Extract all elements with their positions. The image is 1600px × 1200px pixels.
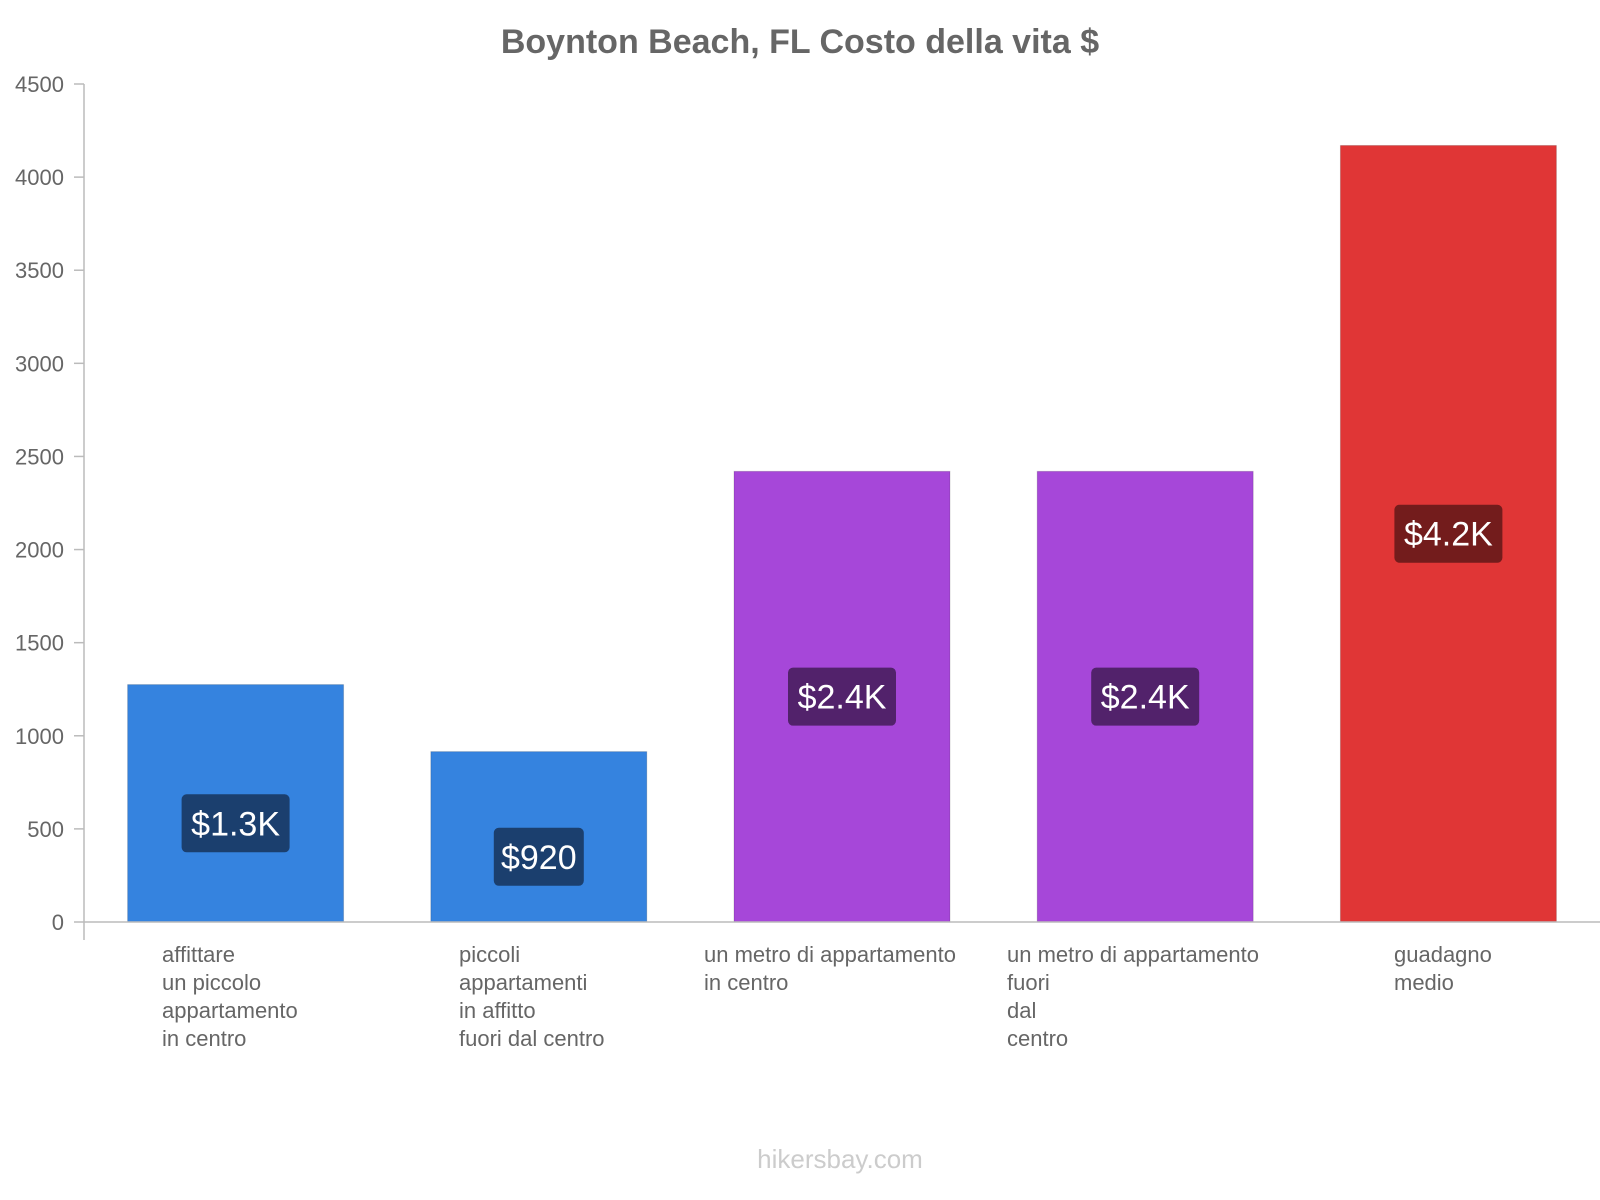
value-label-box	[493, 827, 584, 886]
x-category-line: in centro	[704, 970, 788, 995]
x-category-line: un metro di appartamento	[704, 942, 956, 967]
y-tick-label: 500	[27, 817, 64, 842]
y-tick-label: 1000	[15, 724, 64, 749]
x-category-line: medio	[1394, 970, 1454, 995]
y-tick-label: 2500	[15, 444, 64, 469]
y-tick-label: 2000	[15, 538, 64, 563]
value-label: $2.4K	[1091, 667, 1200, 726]
x-category-label: piccoli appartamenti in affitto fuori dal c…	[459, 942, 605, 1051]
value-label-text: $2.4K	[798, 679, 887, 717]
watermark-text: hikersbay.com	[757, 1144, 923, 1174]
value-label: $2.4K	[788, 667, 896, 726]
x-category-line: appartamento	[162, 998, 298, 1023]
y-tick-label: 4000	[15, 165, 64, 190]
x-category-line: centro	[1007, 1026, 1068, 1051]
x-category-line: appartamenti	[459, 970, 587, 995]
x-category-line: piccoli	[459, 942, 520, 967]
y-tick-label: 3000	[15, 351, 64, 376]
x-category-line: guadagno	[1394, 942, 1492, 967]
value-label-text: $1.3K	[191, 805, 280, 843]
value-label: $920	[493, 827, 584, 886]
x-category-line: un piccolo	[162, 970, 261, 995]
y-axis: 0 500 1000 1500 2000 2500 3000 3500 4000 4500	[15, 72, 85, 940]
y-tick-label: 0	[52, 910, 64, 935]
x-category-line: affittare	[162, 942, 235, 967]
value-label: $4.2K	[1394, 504, 1503, 563]
y-tick-label: 1500	[15, 631, 64, 656]
value-label-box	[1091, 667, 1200, 726]
value-label-text: $4.2K	[1404, 516, 1493, 554]
x-category-line: un metro di appartamento	[1007, 942, 1259, 967]
value-label: $1.3K	[181, 794, 290, 853]
x-category-label: un metro di appartamento in centro	[704, 942, 956, 995]
x-category-label: affittare un piccolo appartamento in centro	[162, 942, 298, 1051]
x-category-line: dal	[1007, 998, 1036, 1023]
x-category-label: guadagno medio	[1394, 942, 1492, 995]
x-category-line: in affitto	[459, 998, 536, 1023]
value-label-text: $920	[501, 839, 577, 877]
x-category-line: in centro	[162, 1026, 246, 1051]
x-category-line: fuori	[1007, 970, 1050, 995]
value-label-box	[788, 667, 896, 726]
bars-group: $1.3K $920 $2.4K $2.4K $4.2K	[127, 144, 1557, 923]
value-label-box	[181, 794, 290, 853]
y-tick-label: 4500	[15, 72, 64, 97]
chart-title: Boynton Beach, FL Costo della vita $	[501, 23, 1099, 61]
x-category-line: fuori dal centro	[459, 1026, 605, 1051]
value-label-text: $2.4K	[1101, 679, 1190, 717]
value-label-box	[1394, 504, 1503, 563]
y-tick-label: 3500	[15, 258, 64, 283]
x-category-label: un metro di appartamento fuori dal centro	[1007, 942, 1259, 1051]
x-axis: affittare un piccolo appartamento in centro…	[84, 921, 1600, 1051]
